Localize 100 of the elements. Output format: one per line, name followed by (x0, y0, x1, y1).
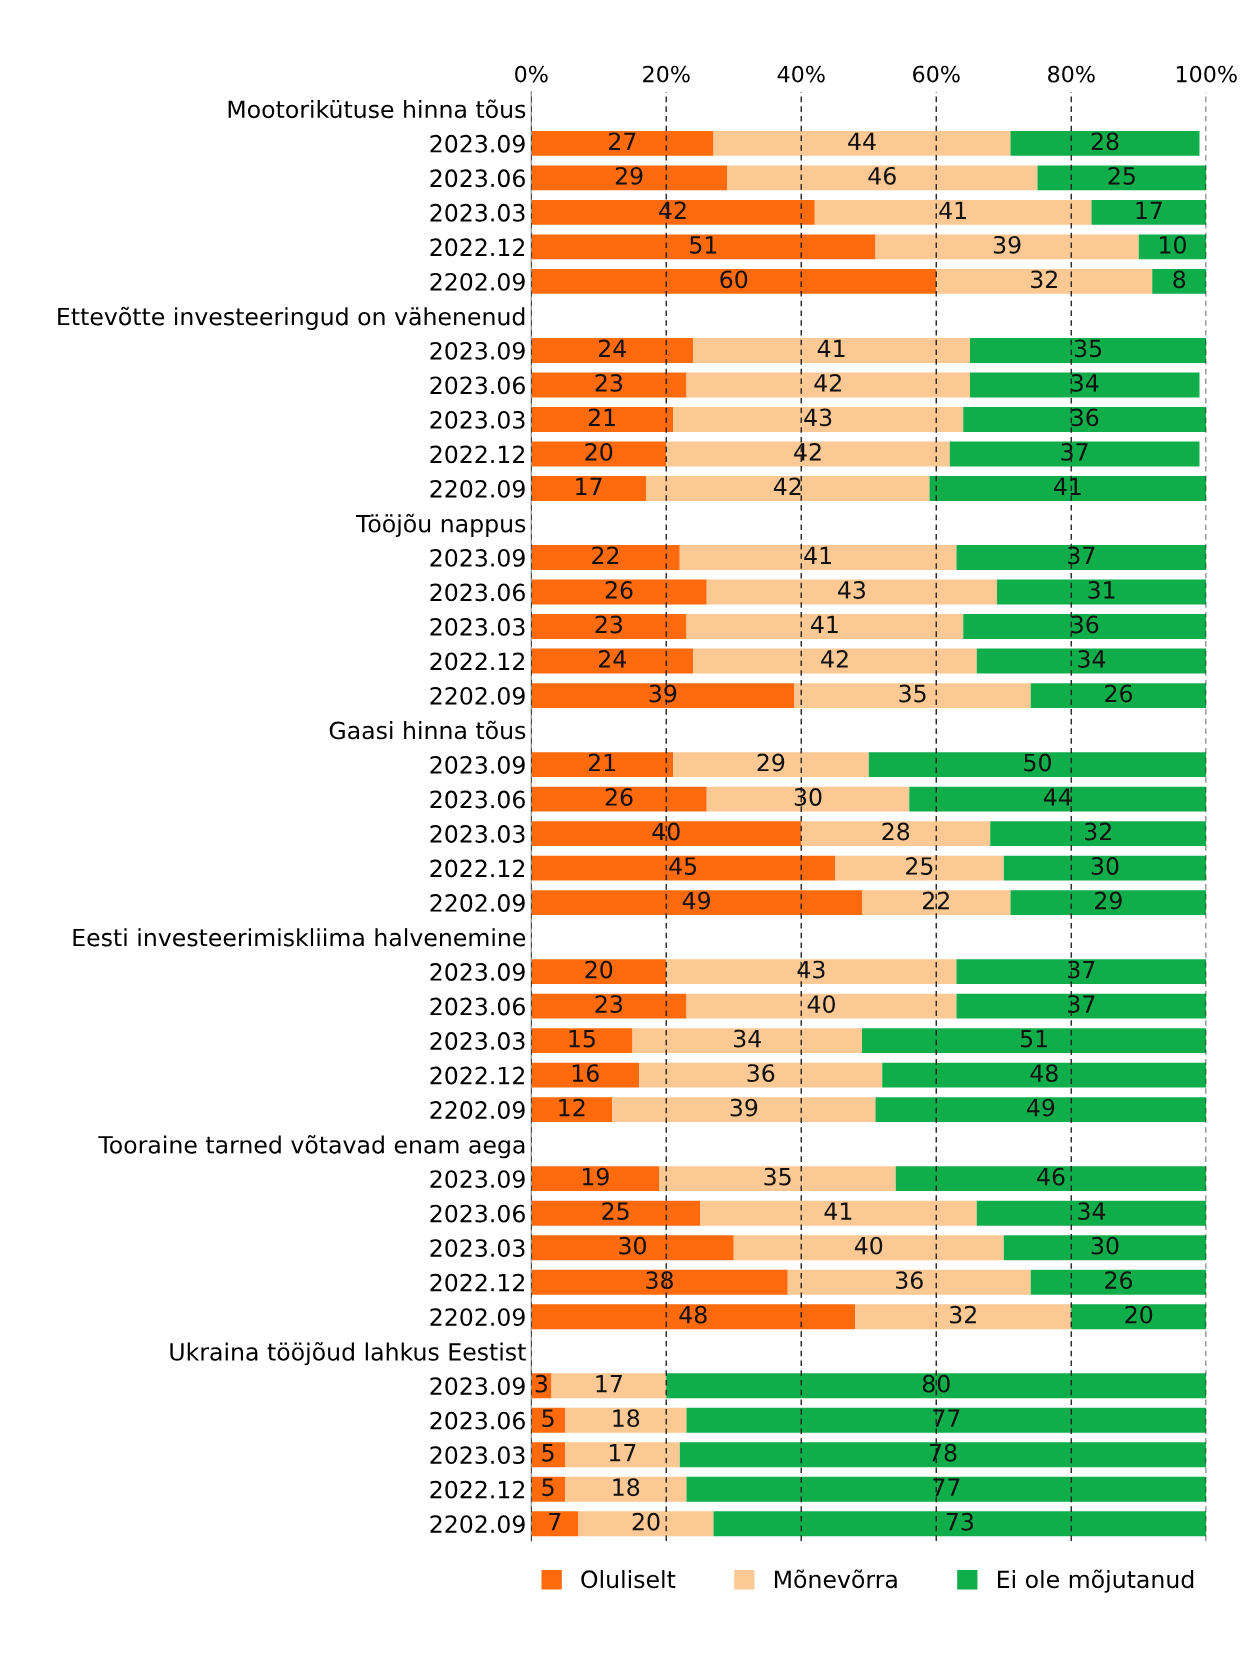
bar (855, 1304, 1072, 1330)
data-label: 30 (1091, 1236, 1119, 1255)
data-label: 38 (646, 1271, 673, 1290)
x-tick-label: 100% (1176, 65, 1237, 83)
y-tick-label: 2022.12 (430, 1273, 525, 1292)
bar (551, 1373, 667, 1399)
bar (835, 855, 1004, 881)
y-tick-label: 2022.12 (430, 238, 525, 257)
data-label: 46 (868, 166, 896, 185)
y-tick-label: 2023.06 (430, 790, 525, 809)
data-label: 26 (1105, 684, 1133, 703)
bar (531, 130, 714, 156)
bar (531, 269, 937, 294)
bar (794, 683, 1031, 708)
bar (531, 1062, 640, 1088)
data-label: 7 (549, 1513, 561, 1531)
bar (531, 234, 876, 260)
data-label: 24 (598, 650, 626, 668)
bar (639, 1062, 883, 1088)
data-label: 40 (652, 822, 680, 841)
bar (673, 407, 964, 432)
bar (578, 1511, 714, 1537)
data-label: 25 (1108, 166, 1135, 185)
x-tick-label: 60% (913, 65, 960, 83)
data-label: 8 (1173, 270, 1186, 289)
y-tick-label: 2023.06 (430, 376, 525, 395)
data-label: 20 (585, 442, 613, 461)
bar (976, 1200, 1207, 1226)
bar (693, 648, 977, 674)
bar (531, 1097, 613, 1123)
bar (1152, 269, 1207, 294)
bar (713, 130, 1011, 156)
bar (666, 1373, 1207, 1399)
bar (673, 752, 869, 777)
data-label: 26 (1105, 1271, 1133, 1290)
y-tick-label: 2022.12 (430, 652, 525, 671)
y-tick-label: 2023.06 (430, 583, 525, 602)
bar (686, 1407, 1207, 1433)
bar (612, 1097, 876, 1123)
bar (1030, 1269, 1207, 1295)
y-tick-label: 2023.09 (430, 134, 525, 153)
data-label: 25 (602, 1202, 629, 1221)
bar (814, 199, 1092, 225)
y-tick-label: 2202.09 (430, 1101, 525, 1119)
data-label: 19 (582, 1167, 609, 1186)
bar (565, 1407, 687, 1433)
bar (875, 234, 1139, 260)
y-tick-label: Mootorikütuse hinna tõus (228, 99, 526, 119)
data-label: 17 (609, 1444, 636, 1462)
bar (1010, 890, 1207, 916)
y-tick-label: Tööjõu nappus (355, 513, 526, 538)
y-tick-label: 2023.06 (430, 169, 525, 188)
data-label: 36 (896, 1271, 923, 1290)
bar (1010, 130, 1200, 156)
bar (531, 614, 687, 639)
bar (531, 993, 687, 1019)
y-tick-label: Gaasi hinna tõus (329, 720, 526, 740)
bar (531, 890, 862, 916)
data-label: 41 (804, 546, 831, 565)
bar (862, 1028, 1207, 1054)
data-label: 43 (838, 581, 865, 599)
data-label: 29 (615, 166, 643, 185)
data-label: 60 (720, 270, 748, 289)
y-tick-label: Tooraine tarned võtavad enam aega (98, 1135, 525, 1159)
bar (531, 1269, 788, 1295)
bar (909, 786, 1207, 812)
data-label: 23 (595, 373, 622, 392)
y-tick-label: 2023.09 (430, 341, 525, 360)
data-label: 45 (669, 857, 697, 875)
data-label: 80 (922, 1374, 950, 1393)
data-label: 34 (1078, 1202, 1106, 1221)
data-label: 30 (1091, 857, 1119, 875)
bar (929, 476, 1207, 501)
data-label: 36 (747, 1064, 775, 1083)
bar (1037, 165, 1207, 191)
data-label: 16 (572, 1064, 599, 1083)
y-tick-label: 2202.09 (430, 479, 525, 498)
bar (531, 1200, 700, 1226)
data-label: 37 (1068, 546, 1095, 565)
bar (666, 959, 957, 985)
data-label: 10 (1160, 235, 1186, 254)
data-label: 46 (1037, 1167, 1065, 1186)
data-label: 37 (1061, 442, 1088, 461)
data-label: 44 (1043, 788, 1072, 806)
data-label: 5 (542, 1409, 554, 1428)
bar (531, 959, 667, 985)
bar (679, 1442, 1207, 1468)
y-tick-label: 2202.09 (430, 1515, 525, 1534)
data-label: 35 (899, 684, 926, 703)
data-label: 40 (807, 995, 835, 1013)
data-label: 51 (690, 236, 717, 254)
legend-label: Oluliselt (581, 1569, 676, 1589)
bar (531, 821, 802, 847)
bar (727, 165, 1038, 191)
y-tick-label: 2023.03 (430, 1239, 525, 1258)
data-label: 25 (906, 857, 933, 875)
y-tick-label: 2022.12 (430, 859, 525, 878)
bar (976, 648, 1207, 674)
bar (531, 545, 680, 570)
data-label: 17 (1136, 201, 1162, 219)
